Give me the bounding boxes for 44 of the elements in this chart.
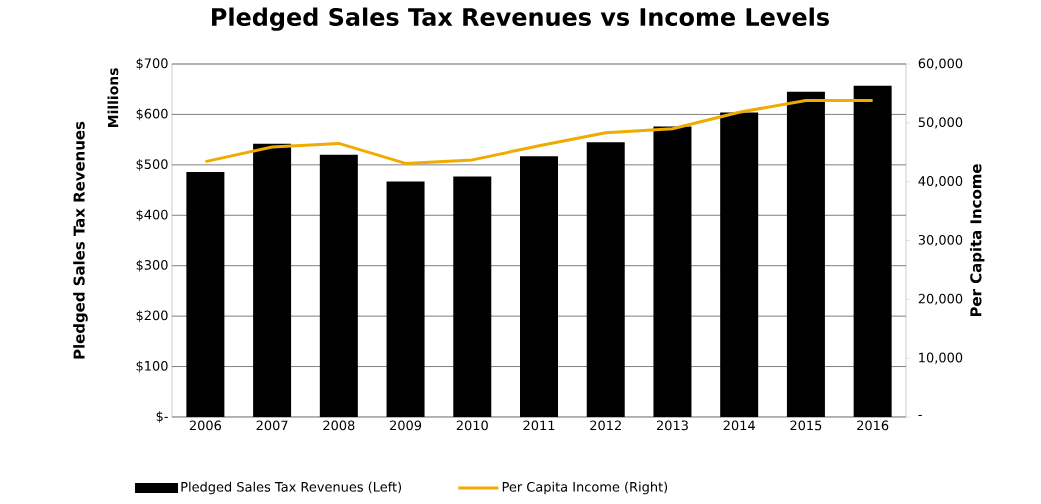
bar	[520, 156, 559, 417]
y-tick-label: $700	[136, 58, 168, 70]
line-series	[203, 98, 875, 165]
y2-tick-label: 10,000	[919, 352, 963, 364]
y-tick-label: $100	[136, 360, 168, 373]
bar	[386, 181, 425, 417]
x-tick-label: 2006	[189, 420, 222, 431]
x-tick-label: 2011	[523, 420, 555, 431]
y-tick-label: $200	[136, 310, 168, 322]
y2-tick-label: 30,000	[918, 234, 963, 247]
y-tick-label: $600	[136, 108, 168, 121]
bar	[319, 154, 358, 417]
bar	[586, 142, 625, 417]
chart-title: Pledged Sales Tax Revenues vs Income Levels	[212, 7, 829, 31]
x-tick-label: 2016	[857, 420, 889, 431]
y2-tick-label: 40,000	[918, 176, 963, 188]
x-tick-label: 2015	[790, 420, 822, 431]
bar	[720, 112, 759, 417]
y2-tick-label: 20,000	[918, 293, 963, 305]
legend-label: Pledged Sales Tax Revenues (Left)	[181, 481, 402, 495]
x-tick-label: 2012	[590, 420, 621, 431]
bar	[853, 85, 892, 417]
x-tick-label: 2010	[456, 420, 488, 431]
y-axis-title: Pledged Sales Tax Revenues	[73, 121, 88, 359]
y-tick-label: $500	[136, 158, 168, 171]
bar	[186, 171, 225, 417]
y2-tick-label: -	[918, 414, 922, 416]
y-tick-label: $400	[136, 209, 168, 222]
legend-label: Per Capita Income (Right)	[502, 481, 668, 495]
bar	[453, 176, 492, 417]
x-tick-label: 2014	[723, 420, 755, 431]
y-tick-label: $-	[156, 411, 168, 423]
x-tick-label: 2013	[656, 420, 688, 431]
bar	[253, 143, 292, 417]
y2-tick-label: 50,000	[918, 117, 963, 129]
y2-tick-label: 60,000	[918, 58, 963, 70]
y2-axis-title: Per Capita Income	[969, 164, 985, 317]
x-tick-label: 2009	[390, 420, 422, 431]
y-tick-label: $300	[136, 259, 168, 272]
bar	[786, 91, 825, 417]
bar	[653, 126, 692, 417]
text: Millions	[107, 68, 119, 128]
x-tick-label: 2007	[256, 420, 288, 431]
x-tick-label: 2008	[323, 420, 355, 431]
